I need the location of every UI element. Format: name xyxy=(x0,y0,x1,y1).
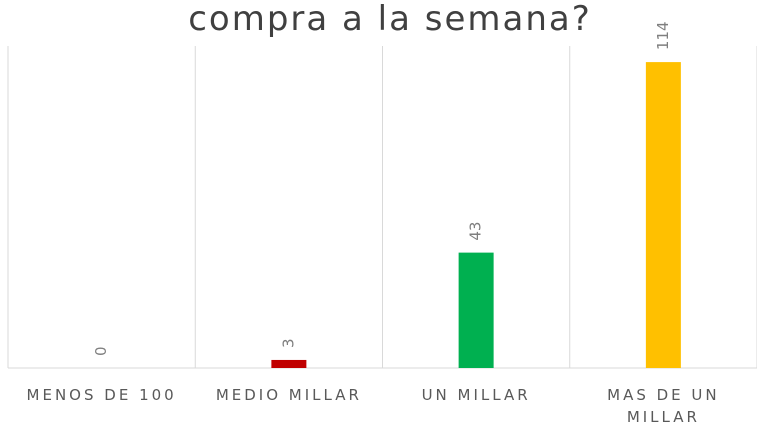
data-label: 43 xyxy=(467,222,485,241)
bar xyxy=(458,252,494,368)
x-tick-label: MAS DE UN MILLAR xyxy=(607,386,720,426)
x-tick-label: MEDIO MILLAR xyxy=(215,386,362,404)
data-label: 0 xyxy=(92,346,110,356)
x-tick-label: UN MILLAR xyxy=(421,386,531,404)
data-label: 3 xyxy=(279,338,297,348)
bar xyxy=(645,62,681,368)
chart-title: compra a la semana? xyxy=(188,0,592,39)
bar xyxy=(271,359,307,368)
x-tick-label: MENOS DE 100 xyxy=(26,386,177,404)
data-label: 114 xyxy=(654,21,672,50)
